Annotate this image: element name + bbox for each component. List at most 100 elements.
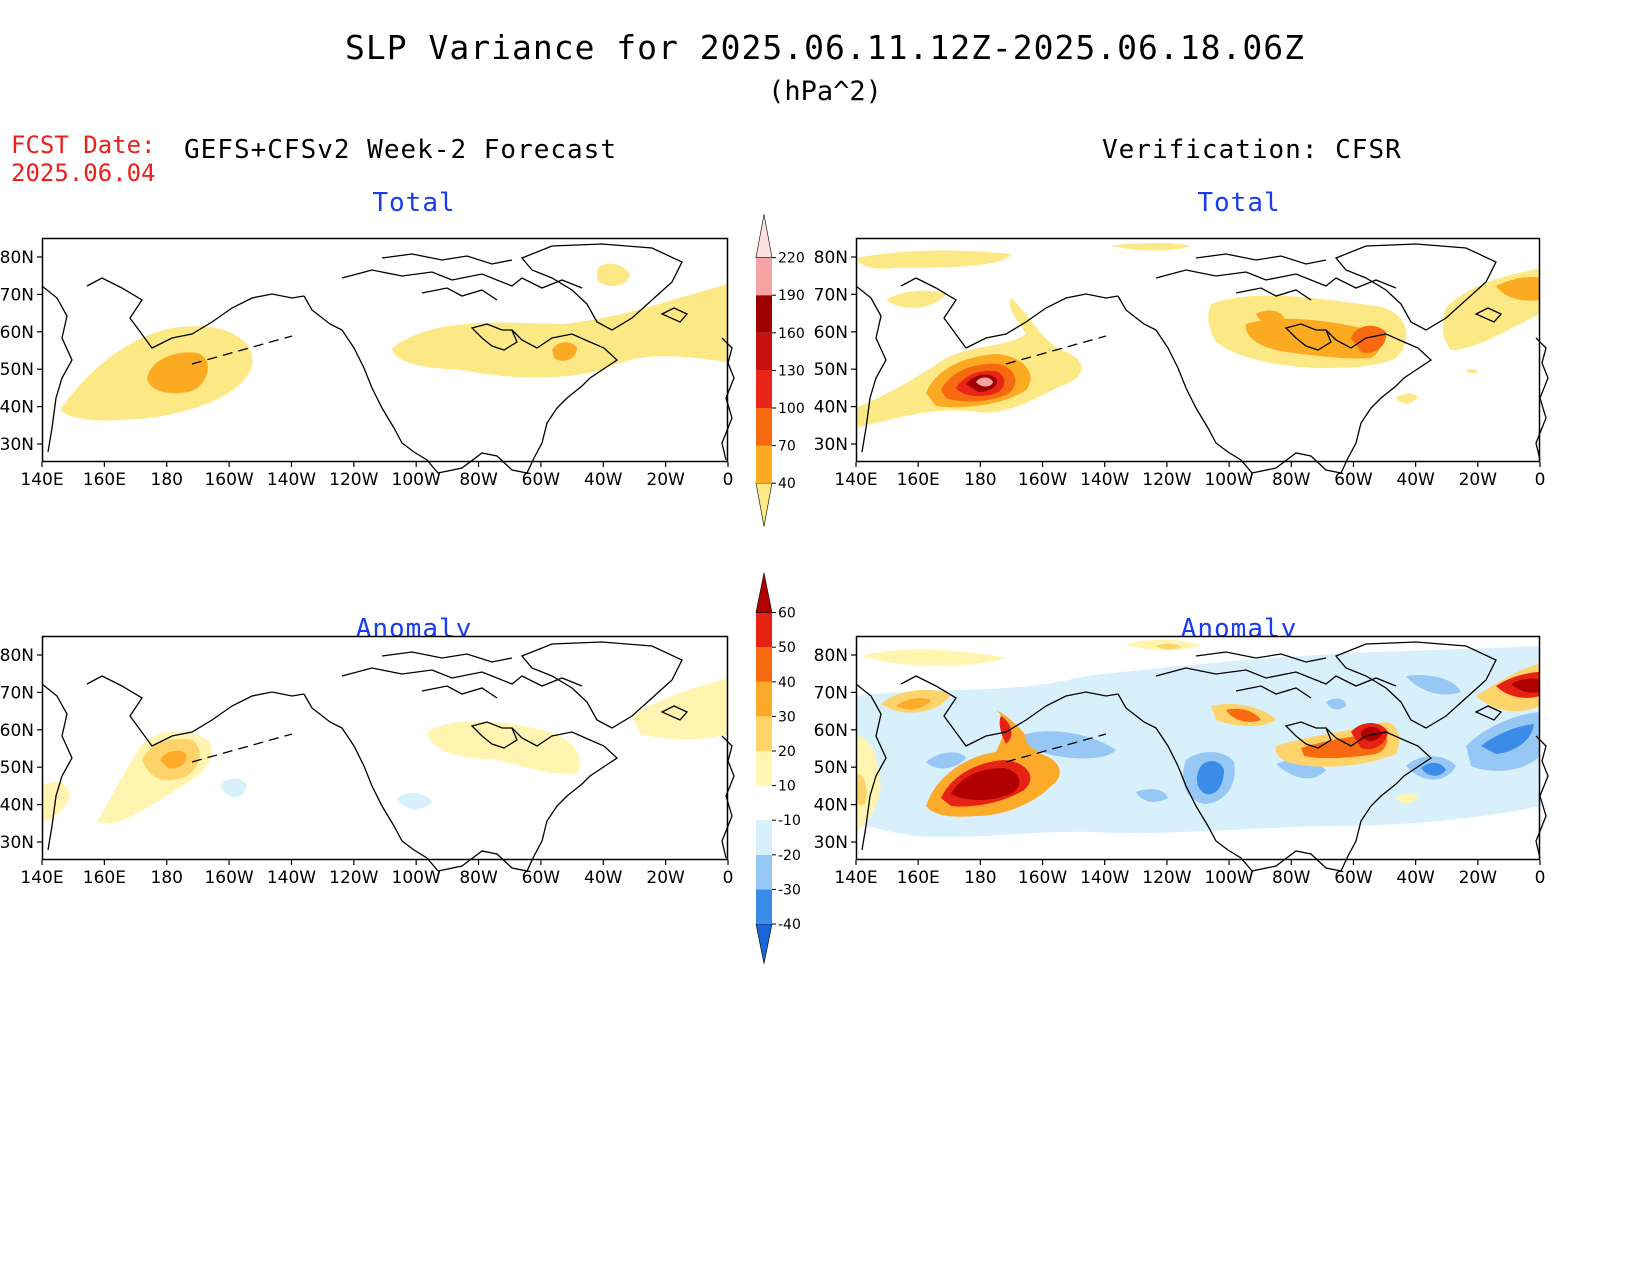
colorbar-level-label: 30 xyxy=(778,709,796,725)
lat-tick-label: 70N xyxy=(0,285,34,305)
variance-shading xyxy=(856,243,1540,428)
lon-tick-label: 140E xyxy=(20,470,63,490)
colorbar-level-label: 40 xyxy=(778,476,796,492)
map-panel-bottom-left xyxy=(41,635,735,872)
fcst-date-value: 2025.06.04 xyxy=(11,159,156,187)
colorbar-swatch xyxy=(756,820,772,855)
lon-tick-label: 180 xyxy=(964,868,996,888)
lat-tick-label: 30N xyxy=(0,435,34,455)
colorbar-level-label: -40 xyxy=(778,917,801,933)
lon-tick-label: 140E xyxy=(834,470,877,490)
colorbar-level-label: 60 xyxy=(778,606,796,622)
colorbar-level-label: 40 xyxy=(778,675,796,691)
variance-shading xyxy=(60,263,728,421)
lon-tick-label: 100W xyxy=(1204,868,1253,888)
lon-tick-label: 80W xyxy=(459,470,498,490)
colorbar-level-label: 10 xyxy=(778,779,796,795)
lat-tick-label: 40N xyxy=(0,398,34,418)
fcst-date-label: FCST Date: xyxy=(11,131,156,159)
lon-tick-label: 20W xyxy=(1459,868,1498,888)
lat-tick-label: 60N xyxy=(814,721,848,741)
colorbar-level-label: 190 xyxy=(778,288,805,304)
lat-tick-label: 40N xyxy=(814,796,848,816)
lat-tick-label: 60N xyxy=(0,323,34,343)
lon-tick-label: 160W xyxy=(204,868,253,888)
colorbar-swatch xyxy=(756,681,772,717)
lat-tick-label: 80N xyxy=(0,248,34,268)
colorbar-swatch xyxy=(756,257,772,296)
colorbar-level-label: 220 xyxy=(778,251,805,267)
colorbar-level-label: 70 xyxy=(778,439,796,455)
lon-tick-label: 140E xyxy=(20,868,63,888)
colorbar-swatch xyxy=(756,785,772,821)
lat-tick-label: 50N xyxy=(814,758,848,778)
lat-tick-label: 60N xyxy=(814,323,848,343)
lat-tick-label: 80N xyxy=(0,646,34,666)
colorbar-level-label: 50 xyxy=(778,640,796,656)
lon-tick-label: 160E xyxy=(83,868,126,888)
lon-tick-label: 100W xyxy=(392,868,441,888)
lat-tick-label: 70N xyxy=(0,683,34,703)
colorbar-swatch xyxy=(755,214,773,258)
lon-tick-label: 80W xyxy=(1272,470,1311,490)
lon-tick-label: 20W xyxy=(1459,470,1498,490)
lat-tick-label: 50N xyxy=(814,360,848,380)
lat-tick-label: 80N xyxy=(814,646,848,666)
panel-title-top-left: Total xyxy=(372,188,456,218)
lon-tick-label: 120W xyxy=(329,868,378,888)
verification-header: Verification: CFSR xyxy=(1102,135,1402,165)
lon-tick-label: 120W xyxy=(1142,470,1191,490)
colorbar-level-label: 160 xyxy=(778,326,805,342)
lon-tick-label: 160W xyxy=(1018,868,1067,888)
lon-tick-label: 120W xyxy=(1142,868,1191,888)
lon-tick-label: 140W xyxy=(1080,470,1129,490)
lat-tick-label: 30N xyxy=(0,833,34,853)
map-panel-top-left xyxy=(41,237,735,474)
lon-tick-label: 40W xyxy=(584,868,623,888)
lon-tick-label: 140W xyxy=(1080,868,1129,888)
lon-tick-label: 180 xyxy=(151,868,183,888)
lon-tick-label: 40W xyxy=(584,470,623,490)
colorbar-swatch xyxy=(756,445,772,484)
lon-tick-label: 20W xyxy=(646,470,685,490)
colorbar-swatch xyxy=(756,751,772,786)
map-panel-bottom-right xyxy=(855,635,1549,872)
lon-tick-label: 160E xyxy=(897,470,940,490)
colorbar-swatch xyxy=(756,332,772,371)
lon-tick-label: 0 xyxy=(723,868,734,888)
lon-tick-label: 160W xyxy=(1018,470,1067,490)
colorbar-level-label: -10 xyxy=(778,813,801,829)
lon-tick-label: 20W xyxy=(646,868,685,888)
lon-tick-label: 40W xyxy=(1396,868,1435,888)
lon-tick-label: 40W xyxy=(1396,470,1435,490)
lat-tick-label: 60N xyxy=(0,721,34,741)
forecast-header: GEFS+CFSv2 Week-2 Forecast xyxy=(184,135,617,165)
colorbar-anomaly: -40 -30 -20 -10 10 20 30 40 50 60 xyxy=(755,572,801,964)
lon-tick-label: 100W xyxy=(1204,470,1253,490)
colorbar-level-label: -20 xyxy=(778,848,801,864)
lon-tick-label: 100W xyxy=(392,470,441,490)
colorbar-level-label: 100 xyxy=(778,401,805,417)
lat-tick-label: 70N xyxy=(814,683,848,703)
lon-tick-label: 0 xyxy=(1535,470,1546,490)
lon-tick-label: 80W xyxy=(1272,868,1311,888)
lon-tick-label: 160E xyxy=(83,470,126,490)
colorbar-swatch xyxy=(755,923,773,964)
lon-tick-label: 60W xyxy=(522,470,561,490)
lon-tick-label: 120W xyxy=(329,470,378,490)
colorbar-swatch xyxy=(756,295,772,333)
lon-tick-label: 140W xyxy=(267,470,316,490)
anomaly-shading xyxy=(856,639,1540,837)
lon-tick-label: 160W xyxy=(204,470,253,490)
lat-tick-label: 70N xyxy=(814,285,848,305)
lon-tick-label: 60W xyxy=(522,868,561,888)
lon-tick-label: 60W xyxy=(1334,868,1373,888)
colorbar-swatch xyxy=(756,716,772,751)
lat-tick-label: 30N xyxy=(814,833,848,853)
units-label: (hPa^2) xyxy=(768,76,882,107)
lon-tick-label: 180 xyxy=(151,470,183,490)
colorbar-swatch xyxy=(756,408,772,446)
panel-title-top-right: Total xyxy=(1197,188,1281,218)
lon-tick-label: 0 xyxy=(723,470,734,490)
